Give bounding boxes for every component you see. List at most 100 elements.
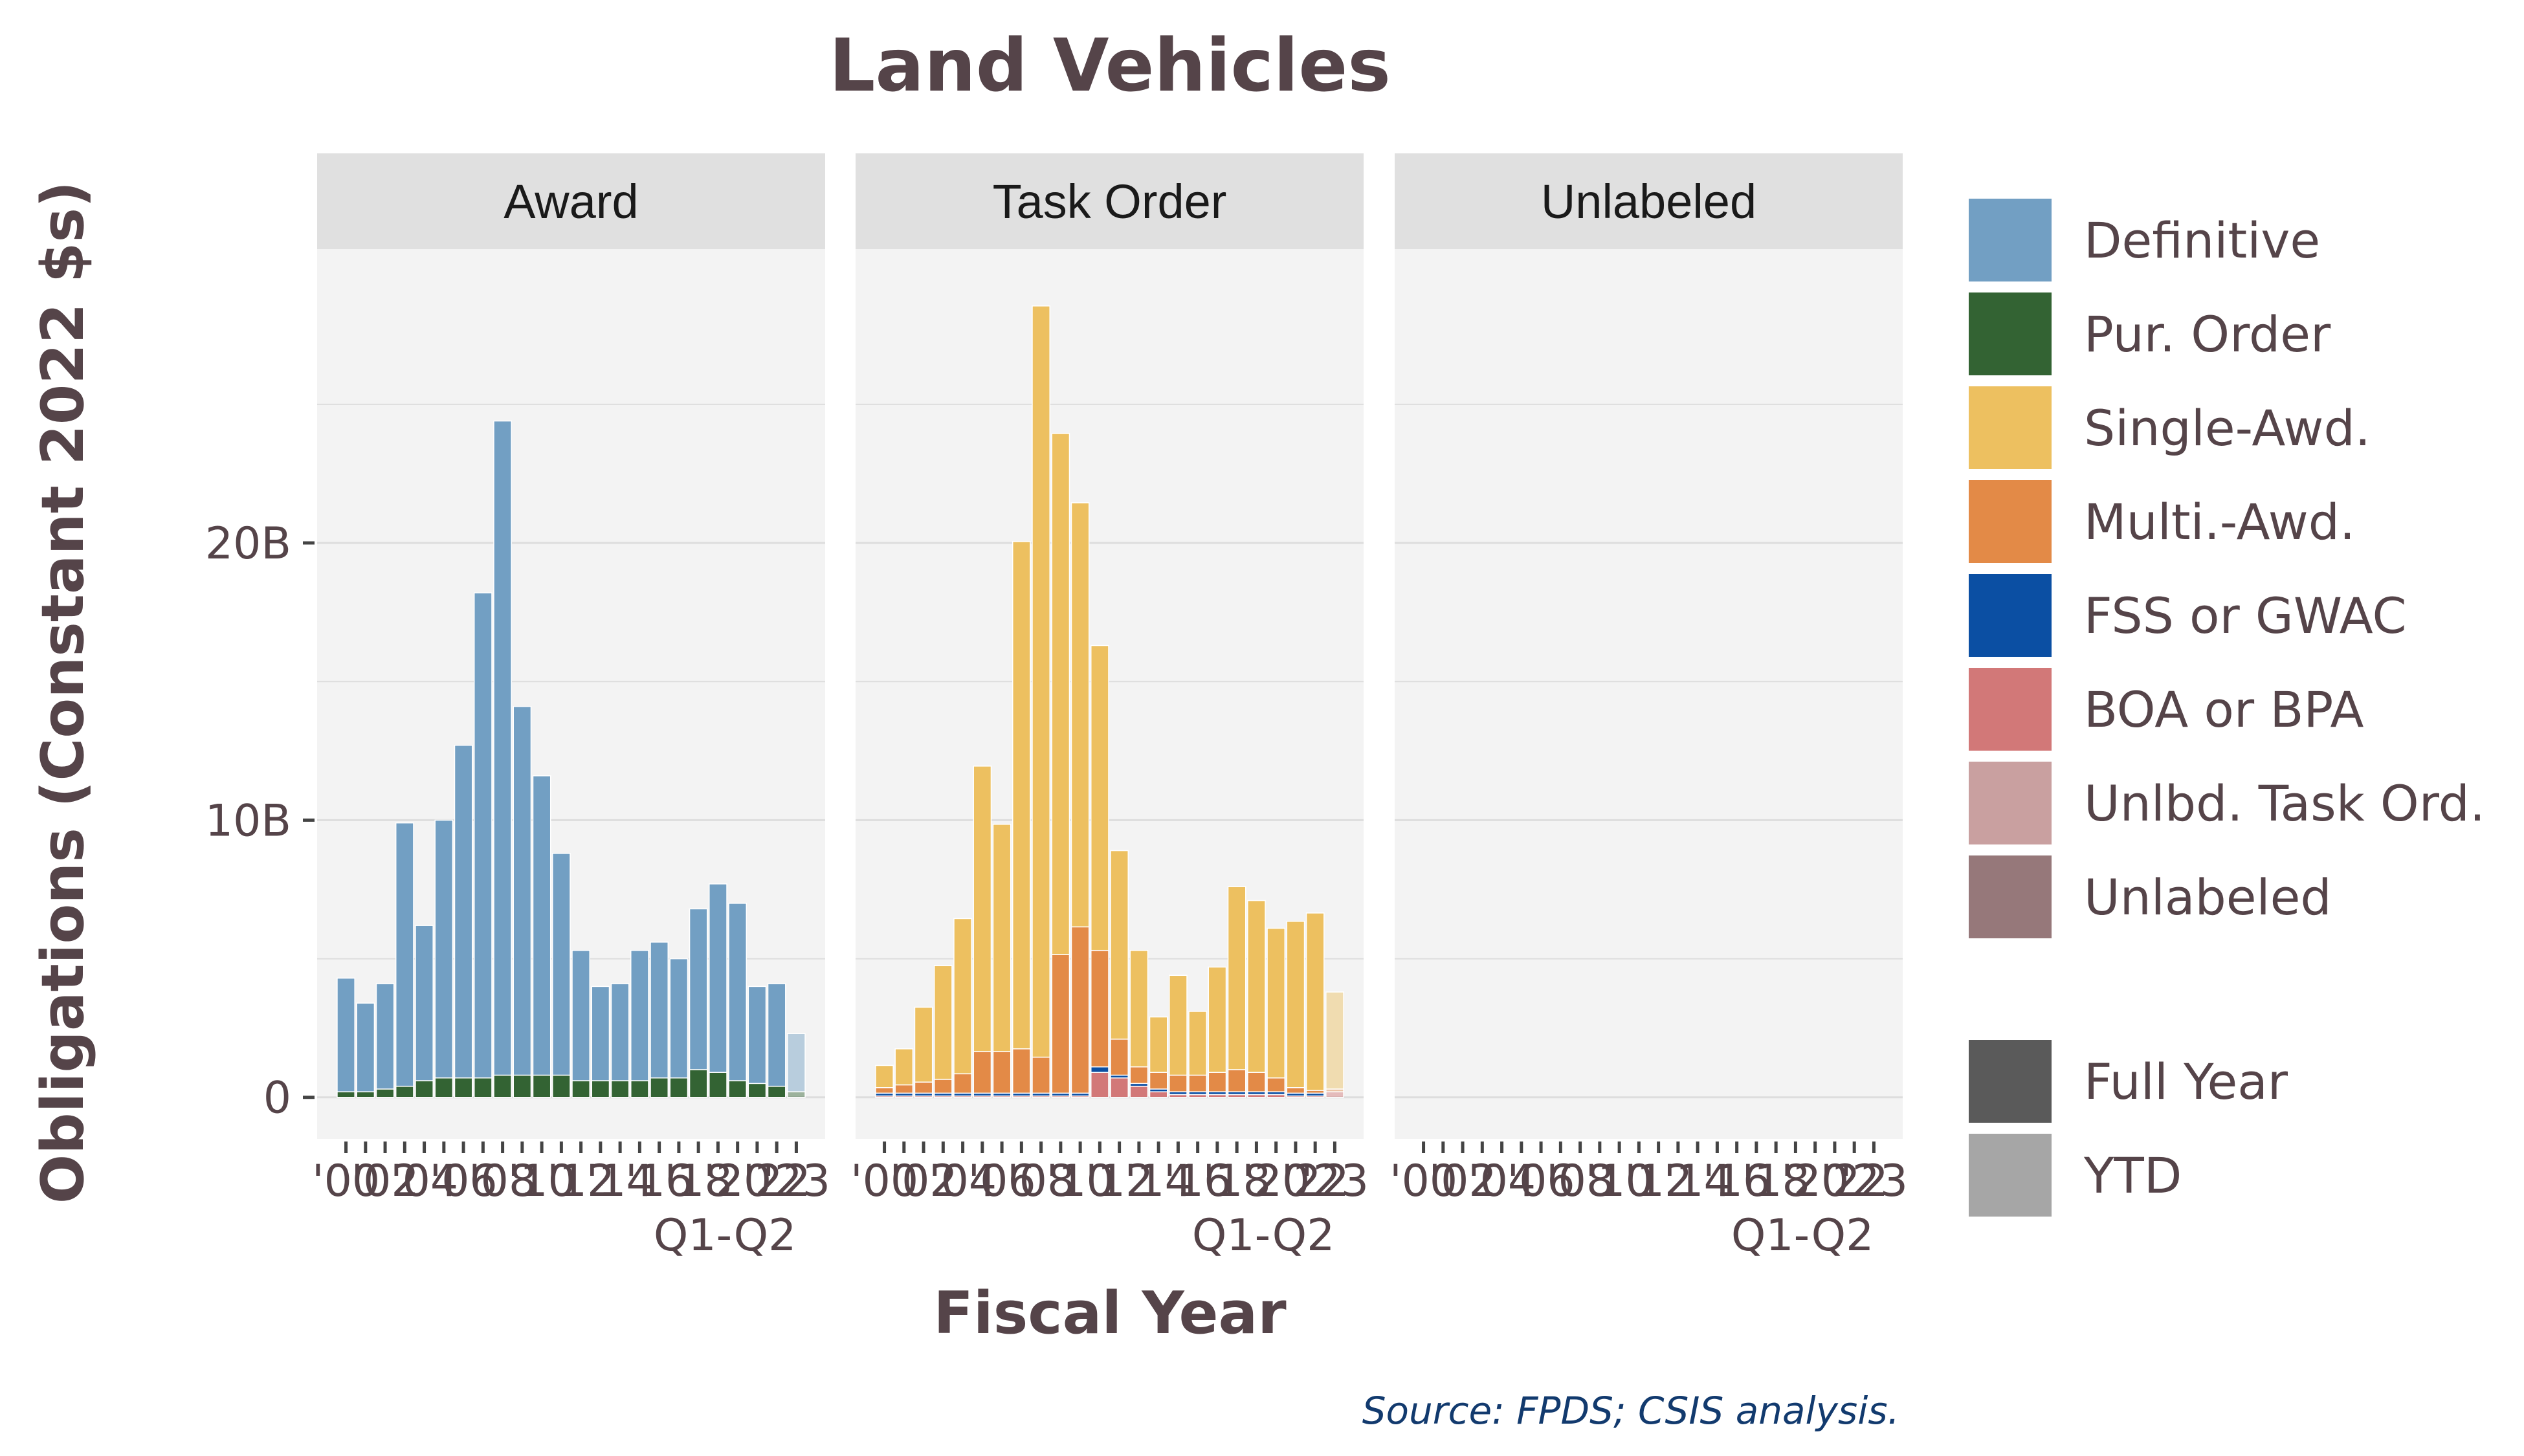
bar-single-awd-2013 — [1129, 949, 1149, 1068]
legend-label: YTD — [2083, 1147, 2182, 1204]
x-axis: '00'02'04'06'08'10'12'14'16'18'20'22'23Q… — [1389, 1142, 1908, 1261]
bar-definitive-2023 — [787, 1033, 806, 1092]
x-tick-label: '10 — [1046, 1156, 1114, 1207]
bar-multi-awd-2012 — [1110, 1039, 1129, 1076]
legend-label: Pur. Order — [2084, 305, 2331, 363]
bar-boa-or-bpa-2011 — [1090, 1072, 1109, 1098]
bar-definitive-2003 — [395, 822, 414, 1087]
bar-single-awd-2004 — [953, 918, 972, 1075]
bar-definitive-2020 — [728, 903, 747, 1081]
bar-single-awd-2009 — [1051, 433, 1070, 955]
bar-multi-awd-2018 — [1227, 1069, 1246, 1092]
x-axis: '00'02'04'06'08'10'12'14'16'18'20'22'23Q… — [312, 1142, 830, 1261]
bar-pur-order-2003 — [395, 1085, 414, 1098]
bar-pur-order-2012 — [571, 1080, 590, 1098]
x-tick-label: '12 — [1624, 1156, 1692, 1207]
bar-boa-or-bpa-2013 — [1129, 1085, 1149, 1098]
legend: Definitive Pur. Order Single-Awd. Multi.-Aw… — [1966, 196, 2485, 1219]
bar-multi-awd-2002 — [914, 1081, 933, 1094]
x-tick-label: '22 — [1821, 1156, 1888, 1207]
facet-strip — [856, 153, 1364, 249]
legend-swatch — [1966, 1037, 2054, 1125]
bar-single-awd-2015 — [1169, 975, 1188, 1076]
x-tick-label: '02 — [889, 1156, 957, 1207]
x-tick-label: '06 — [429, 1156, 497, 1207]
panels: Award '00'02'04'06'08'10'12'14'16'18'20'2… — [312, 153, 1908, 1261]
legend-item: Single-Awd. — [1966, 384, 2371, 472]
x-tick-label: '20 — [1242, 1156, 1310, 1207]
bar-multi-awd-2020 — [1267, 1077, 1286, 1092]
bar-single-awd-2002 — [914, 1006, 933, 1083]
facet-strip — [1395, 153, 1903, 249]
x-tick-label: '08 — [1546, 1156, 1614, 1207]
bar-definitive-2018 — [689, 908, 708, 1070]
bar-single-awd-2005 — [973, 766, 992, 1052]
x-tick-label: '04 — [1468, 1156, 1536, 1207]
source-caption: Source: FPDS; CSIS analysis. — [1362, 1389, 1899, 1433]
x-tick-label: '22 — [743, 1156, 811, 1207]
bar-definitive-2004 — [415, 925, 434, 1081]
x-tick-label: '08 — [1007, 1156, 1075, 1207]
facet-panel-task-order: Task Order '00'02'04'06'08'10'12'14'16'18… — [850, 153, 1369, 1261]
legend-label: Unlabeled — [2084, 868, 2332, 926]
legend-swatch — [1966, 759, 2054, 847]
bar-pur-order-2002 — [375, 1088, 395, 1098]
bar-multi-awd-2003 — [933, 1079, 953, 1094]
legend-label: Multi.-Awd. — [2084, 493, 2355, 551]
x-tick-sublabel: Q1-Q2 — [1731, 1210, 1874, 1261]
bar-single-awd-2008 — [1032, 305, 1050, 1058]
bar-definitive-2005 — [434, 819, 454, 1079]
x-tick-label: '23 — [1840, 1156, 1908, 1207]
bar-definitive-2017 — [669, 958, 689, 1079]
x-tick-label: '12 — [547, 1156, 615, 1207]
legend-label: Full Year — [2084, 1053, 2288, 1110]
x-tick-label: '16 — [1703, 1156, 1771, 1207]
facet-strip-label: Task Order — [993, 175, 1227, 228]
bar-multi-awd-2006 — [992, 1051, 1012, 1094]
bar-single-awd-2019 — [1247, 899, 1266, 1073]
x-tick-label: '22 — [1281, 1156, 1349, 1207]
bar-single-awd-2001 — [894, 1048, 914, 1086]
bar-single-awd-2016 — [1188, 1011, 1208, 1076]
x-tick-label: '20 — [703, 1156, 771, 1207]
legend-item: Multi.-Awd. — [1966, 478, 2355, 566]
facet-strip-label: Award — [504, 175, 638, 228]
legend-swatch — [1966, 290, 2054, 378]
bar-multi-awd-2017 — [1208, 1072, 1227, 1092]
bar-multi-awd-2007 — [1012, 1048, 1031, 1094]
x-tick-label: '00 — [1389, 1156, 1457, 1207]
legend-item: FSS or GWAC — [1966, 571, 2407, 659]
bar-multi-awd-2008 — [1032, 1056, 1050, 1094]
bar-definitive-2011 — [552, 853, 571, 1076]
x-tick-label: '12 — [1085, 1156, 1153, 1207]
x-axis-title: Fiscal Year — [933, 1279, 1287, 1347]
x-tick-label: '04 — [390, 1156, 458, 1207]
bar-definitive-2010 — [532, 775, 551, 1076]
bars — [337, 420, 806, 1098]
x-tick-label: '06 — [1507, 1156, 1575, 1207]
x-tick-label: '14 — [1664, 1156, 1732, 1207]
x-tick-label: '00 — [312, 1156, 380, 1207]
bar-single-awd-2012 — [1110, 850, 1129, 1040]
legend-item: Definitive — [1966, 196, 2320, 284]
legend-swatch — [1966, 571, 2054, 659]
bar-single-awd-2000 — [875, 1064, 894, 1088]
bar-pur-order-2016 — [650, 1077, 669, 1098]
x-tick-label: '16 — [1164, 1156, 1232, 1207]
bar-single-awd-2010 — [1070, 502, 1090, 928]
bar-pur-order-2017 — [669, 1077, 689, 1098]
facet-strip — [317, 153, 825, 249]
x-tick-label: '10 — [508, 1156, 576, 1207]
x-tick-label: '23 — [762, 1156, 830, 1207]
bar-pur-order-2023 — [787, 1091, 806, 1098]
legend-item-period: Full Year — [1966, 1037, 2288, 1125]
bar-definitive-2000 — [337, 977, 355, 1092]
bar-multi-awd-2011 — [1090, 949, 1109, 1068]
bar-definitive-2012 — [571, 949, 590, 1081]
facet-panel-unlabeled: Unlabeled'00'02'04'06'08'10'12'14'16'18'… — [1389, 153, 1908, 1261]
bar-multi-awd-2009 — [1051, 954, 1070, 1094]
bar-single-awd-2007 — [1012, 541, 1031, 1050]
bar-pur-order-2011 — [552, 1074, 571, 1098]
x-tick-label: '06 — [968, 1156, 1035, 1207]
bar-definitive-2009 — [513, 706, 532, 1076]
